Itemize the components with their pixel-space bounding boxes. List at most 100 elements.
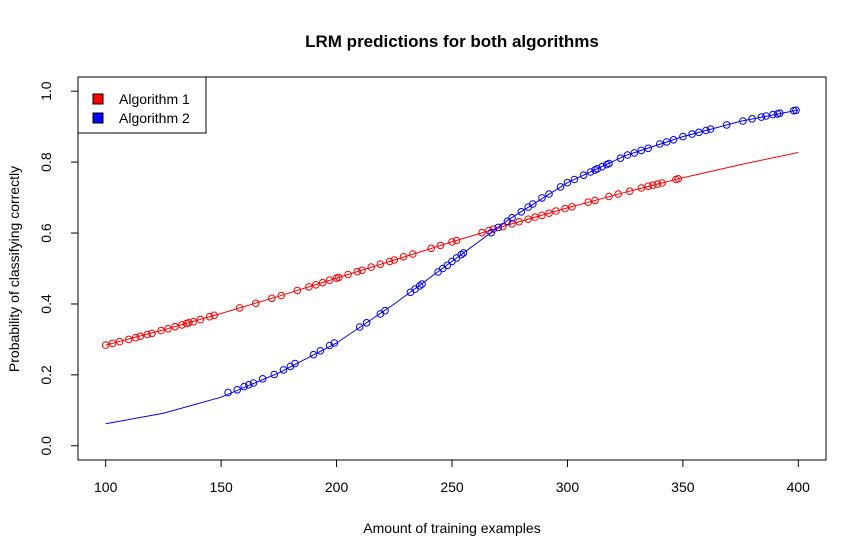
series-1-point <box>344 270 352 279</box>
series-1-point <box>452 236 461 245</box>
series-1-point <box>531 213 539 221</box>
y-axis: 0.0 0.2 0.4 0.6 0.8 1.0 <box>38 81 78 456</box>
series-2-point <box>593 165 602 173</box>
series-2-curve <box>105 109 799 425</box>
series-1-point <box>189 317 198 326</box>
series-2-point <box>545 190 553 198</box>
series-1-point <box>164 325 172 333</box>
y-tick-label: 0.4 <box>38 294 54 314</box>
series-2-point <box>443 261 452 270</box>
series-2-point <box>381 306 389 315</box>
series-1-point <box>305 283 313 291</box>
series-1-point <box>409 250 417 258</box>
x-tick-label: 400 <box>787 479 811 495</box>
legend-label: Algorithm 2 <box>119 110 190 126</box>
series-1-point <box>626 187 634 195</box>
series-2-point <box>457 250 466 259</box>
series-1-point <box>178 321 186 329</box>
series-2-point <box>616 154 625 162</box>
y-tick-label: 1.0 <box>38 81 54 101</box>
x-tick-label: 100 <box>94 479 118 495</box>
series-1-point <box>644 182 653 190</box>
x-tick-label: 350 <box>671 479 695 495</box>
series-1-point <box>605 192 613 201</box>
x-axis-label: Amount of training examples <box>363 520 540 536</box>
series-2-point <box>748 115 756 123</box>
series-1-point <box>552 207 560 215</box>
series-2-point <box>739 117 747 125</box>
series-1-point <box>353 267 362 276</box>
series-2-point <box>695 128 703 137</box>
series-1-point <box>148 329 156 338</box>
series-2-point <box>776 109 784 117</box>
series-1-point <box>448 238 456 246</box>
series-2-point <box>418 280 426 288</box>
series-1-point <box>376 260 385 269</box>
series-2-point <box>706 125 715 133</box>
series-2-point <box>637 146 646 155</box>
series-1-point <box>584 198 593 206</box>
series-2-point <box>362 319 371 327</box>
series-2-point <box>630 149 639 157</box>
x-tick-label: 150 <box>209 479 233 495</box>
series-1-point <box>131 333 140 342</box>
legend-swatch <box>92 93 104 105</box>
series-1-point <box>312 281 320 289</box>
series-2-point <box>669 136 678 144</box>
series-1-point <box>614 190 623 198</box>
chart-title: LRM predictions for both algorithms <box>305 32 599 51</box>
series-2-point <box>249 379 258 387</box>
legend-label: Algorithm 1 <box>119 91 190 107</box>
series-2-point <box>233 386 242 394</box>
series-2-point <box>309 350 318 359</box>
legend: Algorithm 1 Algorithm 2 <box>77 76 207 134</box>
series-1-point <box>390 256 399 264</box>
series-2-point <box>355 323 364 331</box>
series-1-point <box>674 175 683 183</box>
series-1-point <box>653 180 662 188</box>
series-2-point <box>757 113 766 121</box>
series-1-point <box>108 339 117 348</box>
series-2-point <box>688 130 696 138</box>
series-1-point <box>436 241 445 250</box>
series-2-point <box>538 194 546 202</box>
series-2-point <box>224 388 232 397</box>
series-1-point <box>637 184 646 192</box>
series-1-point <box>515 217 523 226</box>
series-1-point <box>185 319 193 327</box>
y-tick-label: 0.6 <box>38 223 54 243</box>
series-1-point <box>325 276 334 285</box>
y-axis-label: Probability of classifying correctly <box>6 166 22 372</box>
series-1-point <box>125 335 133 344</box>
series-1-point <box>399 252 408 261</box>
series-2 <box>105 106 800 425</box>
series-2-point <box>240 382 248 391</box>
series-1-point <box>210 311 218 320</box>
series-1-point <box>508 220 516 228</box>
series-2-point <box>623 151 632 159</box>
series-1-point <box>318 278 327 287</box>
series-layer <box>101 106 800 425</box>
series-1-point <box>268 294 276 303</box>
series-1-point <box>136 332 145 341</box>
series-1-point <box>568 203 576 211</box>
series-1-point <box>524 215 533 223</box>
series-1-point <box>157 326 165 335</box>
series-2-point <box>258 375 267 383</box>
series-2-point <box>279 366 288 374</box>
legend-swatch <box>92 112 104 124</box>
series-1-point <box>538 211 546 220</box>
series-2-point <box>598 162 606 171</box>
series-1-point <box>385 257 394 266</box>
series-2-point <box>702 126 710 135</box>
series-2-point <box>662 138 671 146</box>
series-1-point <box>358 266 366 275</box>
series-2-point <box>459 249 468 257</box>
series-1-point <box>293 286 302 295</box>
series-2-point <box>529 200 537 208</box>
series-2-point <box>325 341 334 350</box>
series-2-point <box>487 228 496 237</box>
series-1-point <box>561 204 569 213</box>
series-1-curve <box>105 152 799 346</box>
series-1-point <box>235 304 244 312</box>
